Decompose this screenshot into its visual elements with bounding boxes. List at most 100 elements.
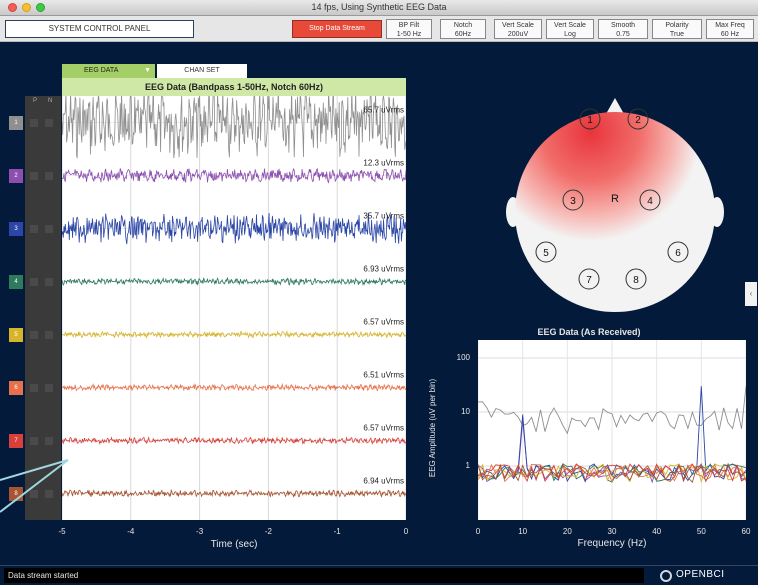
- channel-button-4[interactable]: 4: [9, 274, 23, 289]
- channel-p-toggle-1[interactable]: [30, 118, 38, 127]
- setting-label: Polarity: [665, 22, 689, 29]
- electrode-2: [627, 108, 649, 130]
- fft-x-tick: 50: [696, 527, 706, 536]
- fft-x-tick: 20: [562, 527, 572, 536]
- channel-button-2[interactable]: 2: [9, 168, 23, 183]
- eeg-trace-ch2: [62, 167, 406, 184]
- electrode-5: [535, 241, 557, 263]
- channel-p-toggle-6[interactable]: [30, 383, 38, 392]
- eeg-x-axis-label: Time (sec): [210, 539, 258, 550]
- eeg-trace-ch5: [62, 329, 406, 339]
- channel-p-toggle-5[interactable]: [30, 330, 38, 339]
- channel-button-6[interactable]: 6: [9, 380, 23, 395]
- fft-y-tick: 1: [465, 461, 470, 470]
- channel-p-toggle-3[interactable]: [30, 224, 38, 233]
- channel-p-toggle-8[interactable]: [30, 489, 38, 498]
- electrode-label-3: 3: [570, 196, 576, 207]
- channel-column-header: P N: [25, 96, 61, 108]
- fft-x-axis-label: Frequency (Hz): [577, 538, 647, 549]
- rms-label-ch7: 6.57 uVrms: [363, 424, 404, 433]
- chevron-down-icon: ▼: [144, 67, 151, 74]
- fft-trace-ch8: [478, 462, 746, 484]
- electrode-label-5: 5: [543, 248, 549, 259]
- tab-eeg-data[interactable]: EEG DATA ▼: [62, 64, 155, 78]
- channel-n-toggle-3[interactable]: [45, 224, 53, 233]
- openbci-logo-icon: [660, 570, 672, 582]
- col-n-label: N: [48, 98, 53, 104]
- rms-label-ch3: 35.7 uVrms: [363, 212, 404, 221]
- title-bar: 14 fps, Using Synthetic EEG Data: [0, 0, 758, 16]
- channel-n-toggle-4[interactable]: [45, 277, 53, 286]
- vert-scale-button[interactable]: Vert Scale 200uV: [494, 19, 542, 39]
- electrode-label-7: 7: [586, 275, 592, 286]
- channel-p-toggle-2[interactable]: [30, 171, 38, 180]
- electrode-1: [579, 108, 601, 130]
- fft-trace-ch2: [478, 420, 746, 484]
- fft-x-tick: 10: [518, 527, 528, 536]
- bp-filter-button[interactable]: BP Filt 1-50 Hz: [386, 19, 432, 39]
- brand-name: OPENBCI: [676, 569, 725, 580]
- eeg-x-axis: Time (sec) -5 -4 -3 -2 -1 0: [58, 520, 408, 554]
- system-control-panel-button[interactable]: SYSTEM CONTROL PANEL: [5, 20, 194, 38]
- channel-n-toggle-5[interactable]: [45, 330, 53, 339]
- tab-eeg-label: EEG DATA: [84, 67, 119, 74]
- fft-y-tick: 10: [461, 407, 470, 416]
- channel-n-toggle-6[interactable]: [45, 383, 53, 392]
- tab-chan-set[interactable]: CHAN SET: [157, 64, 247, 78]
- channel-button-7[interactable]: 7: [9, 433, 23, 448]
- close-window-button[interactable]: [8, 3, 17, 12]
- eeg-panel-title: EEG Data (Bandpass 1-50Hz, Notch 60Hz): [62, 78, 406, 96]
- eeg-x-tick: 0: [403, 527, 409, 536]
- setting-label: Smooth: [610, 22, 636, 29]
- eeg-x-tick: -4: [127, 527, 135, 536]
- setting-value: True: [669, 31, 685, 38]
- eeg-x-tick: -1: [333, 527, 341, 536]
- head-outline: [515, 112, 715, 312]
- notch-filter-button[interactable]: Notch 60Hz: [440, 19, 486, 39]
- window-title: 14 fps, Using Synthetic EEG Data: [311, 2, 447, 12]
- setting-label: Max Freq: [715, 22, 745, 29]
- minimize-window-button[interactable]: [22, 3, 31, 12]
- setting-label: Vert Scale: [502, 22, 534, 29]
- channel-n-toggle-2[interactable]: [45, 171, 53, 180]
- channel-n-toggle-8[interactable]: [45, 489, 53, 498]
- channel-column: [25, 96, 61, 520]
- status-message: Data stream started: [4, 568, 644, 583]
- fft-x-tick: 60: [741, 527, 751, 536]
- electrode-label-6: 6: [675, 248, 681, 259]
- setting-value: 200uV: [507, 31, 529, 38]
- rms-label-ch8: 6.94 uVrms: [363, 477, 404, 486]
- stop-data-stream-button[interactable]: Stop Data Stream: [292, 20, 382, 38]
- rms-label-ch5: 6.57 uVrms: [363, 318, 404, 327]
- collapse-panel-button[interactable]: ‹: [745, 282, 757, 306]
- electrode-8: [625, 268, 647, 290]
- pointer-lines: [0, 459, 69, 513]
- zoom-window-button[interactable]: [36, 3, 45, 12]
- channel-n-toggle-7[interactable]: [45, 436, 53, 445]
- eeg-trace-ch4: [62, 276, 406, 286]
- setting-value: 0.75: [616, 31, 630, 38]
- fft-spectrum-plot: [478, 340, 746, 520]
- channel-button-5[interactable]: 5: [9, 327, 23, 342]
- rms-label-ch4: 6.93 uVrms: [363, 265, 404, 274]
- head-center-label: R: [611, 193, 619, 205]
- eeg-x-tick: -2: [264, 527, 272, 536]
- max-freq-button[interactable]: Max Freq 60 Hz: [706, 19, 754, 39]
- channel-n-toggle-1[interactable]: [45, 118, 53, 127]
- channel-button-1[interactable]: 1: [9, 115, 23, 130]
- eeg-trace-ch6: [62, 382, 406, 392]
- vert-scale-log-button[interactable]: Vert Scale Log: [546, 19, 594, 39]
- electrode-label-8: 8: [633, 275, 639, 286]
- eeg-trace-ch8: [62, 488, 406, 499]
- eeg-time-series-plot: 65.7 uVrms 12.3 uVrms 35.7 uVrms 6.93 uVrms…: [62, 96, 406, 520]
- polarity-button[interactable]: Polarity True: [652, 19, 702, 39]
- rms-label-ch6: 6.51 uVrms: [363, 371, 404, 380]
- fft-panel-title: EEG Data (As Received): [537, 327, 641, 337]
- smooth-button[interactable]: Smooth 0.75: [598, 19, 648, 39]
- control-bar: SYSTEM CONTROL PANEL Stop Data Stream BP…: [0, 16, 758, 42]
- channel-p-toggle-4[interactable]: [30, 277, 38, 286]
- head-nose: [606, 98, 624, 114]
- electrode-label-2: 2: [635, 115, 641, 126]
- channel-button-3[interactable]: 3: [9, 221, 23, 236]
- channel-p-toggle-7[interactable]: [30, 436, 38, 445]
